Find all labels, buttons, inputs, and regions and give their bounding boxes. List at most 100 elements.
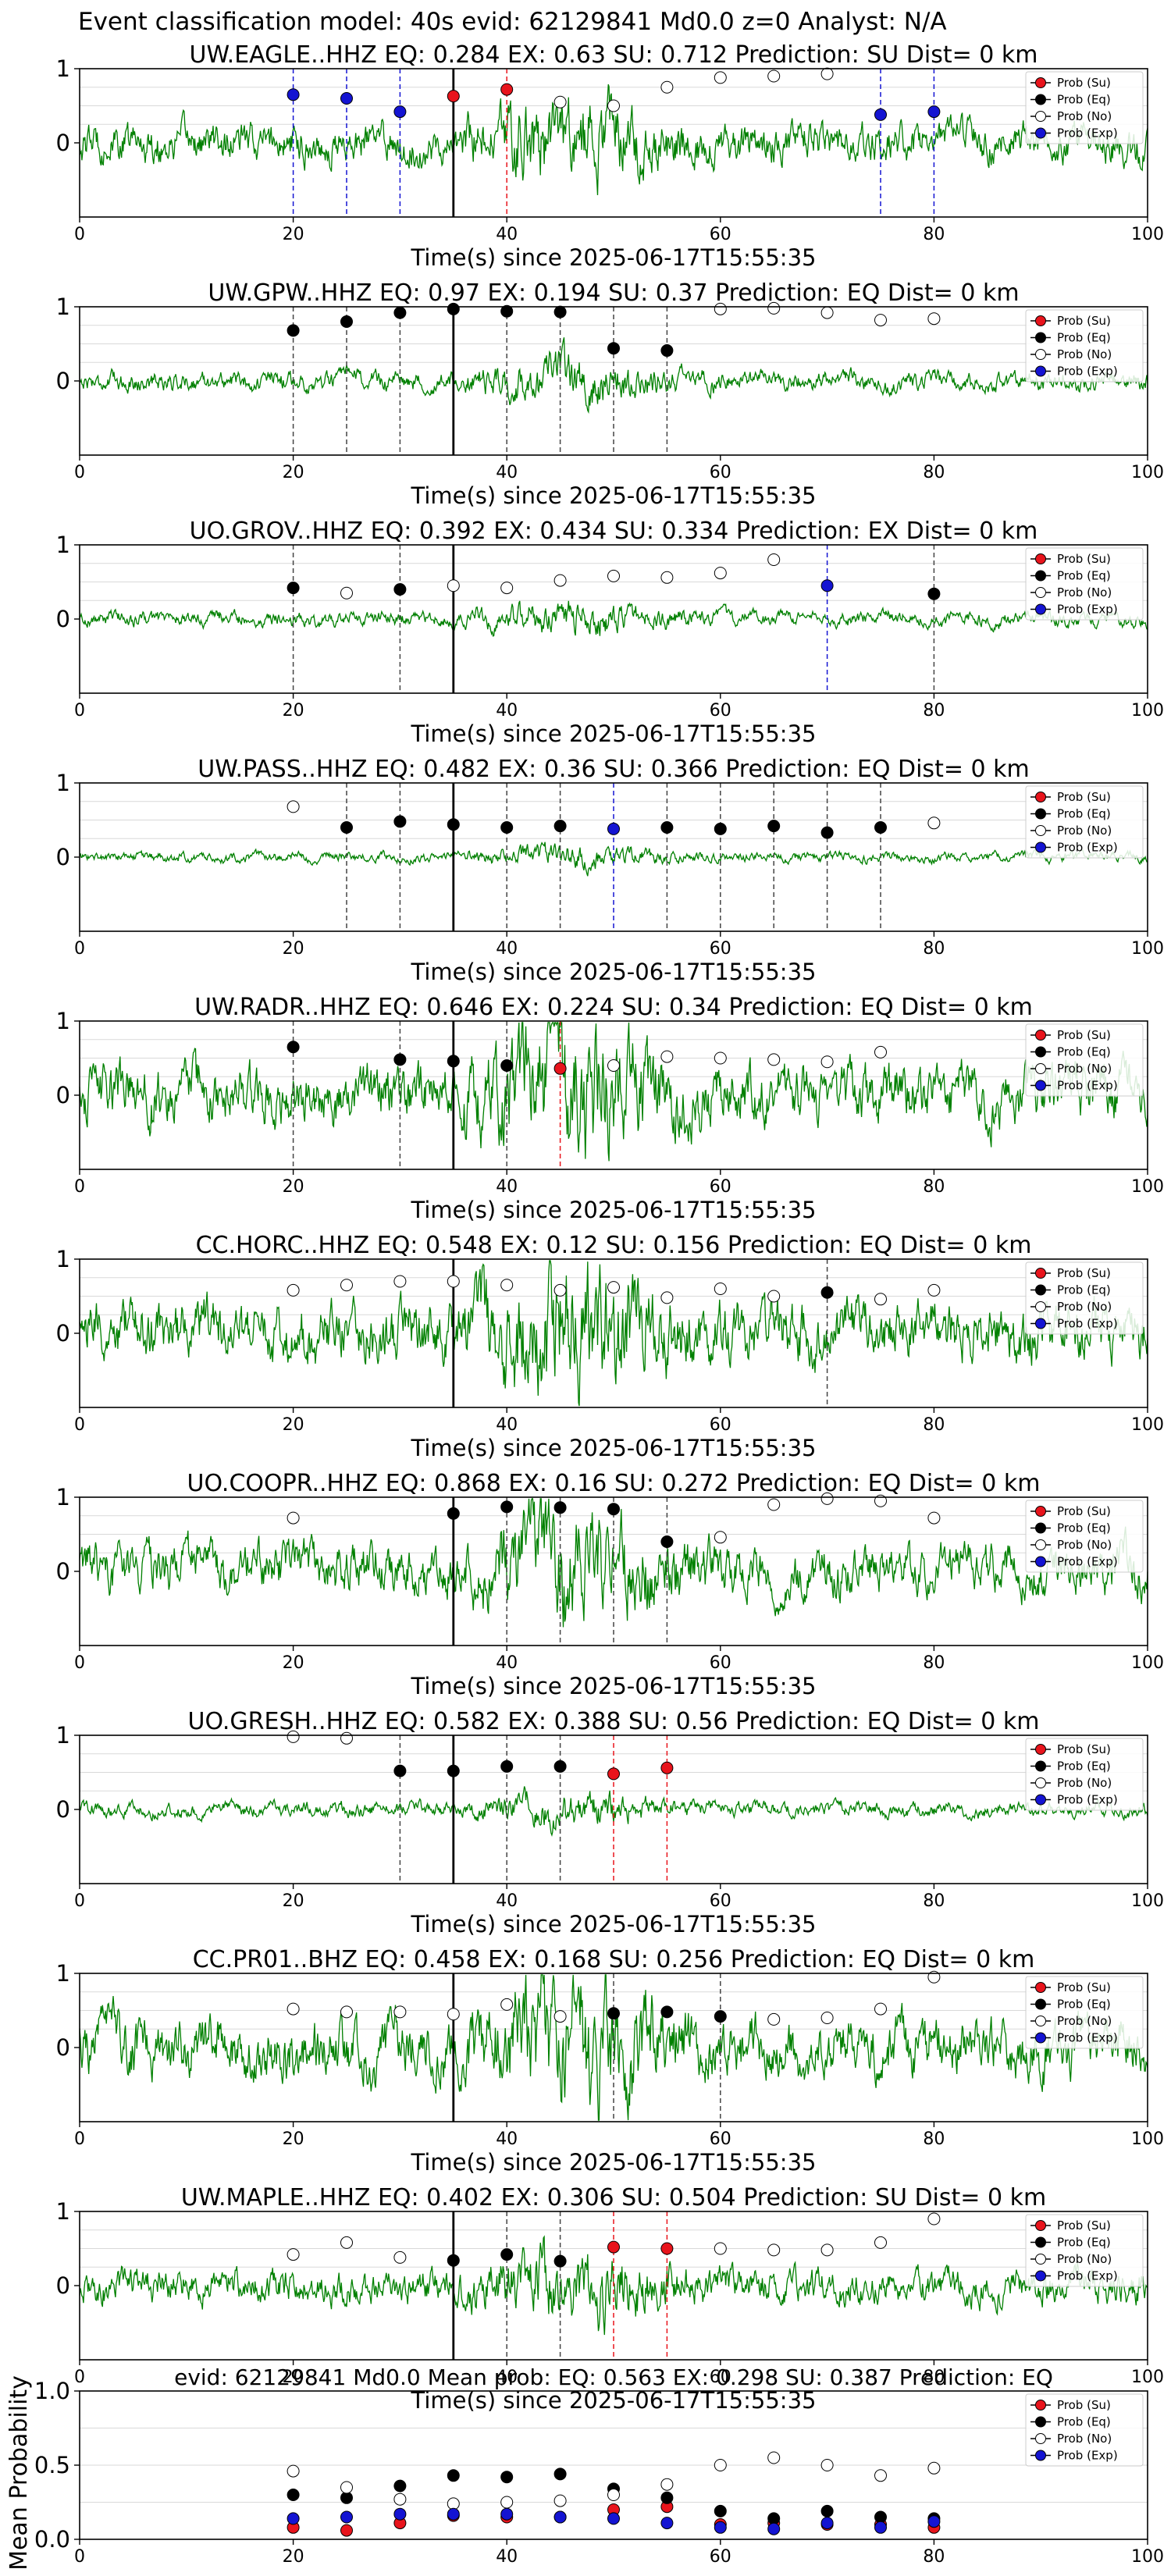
waveform-trace (79, 841, 1148, 877)
x-tick-label: 100 (1131, 2368, 1164, 2387)
legend-marker-exp (1035, 1318, 1046, 1329)
prob-point-no (714, 1531, 727, 1544)
prob-point-no (287, 800, 300, 813)
legend-marker-eq (1035, 1522, 1046, 1534)
legend-label: Prob (Exp) (1057, 1555, 1118, 1569)
x-axis-label: Time(s) since 2025-06-17T15:55:35 (411, 720, 817, 747)
legend-marker-su (1035, 1744, 1046, 1755)
prob-point-su (553, 1062, 567, 1075)
prob-point-su (660, 1761, 674, 1774)
prob-point-no (553, 2010, 567, 2023)
prob-point-eq (447, 1764, 460, 1777)
legend-label: Prob (Su) (1057, 2398, 1111, 2412)
x-tick-label: 80 (923, 2547, 945, 2567)
y-tick-label: 1.0 (34, 2378, 70, 2404)
prob-point-no (820, 1055, 834, 1069)
x-tick-label: 20 (283, 1415, 304, 1435)
x-axis-label: Time(s) since 2025-06-17T15:55:35 (411, 244, 817, 271)
x-tick-label: 100 (1131, 2547, 1164, 2567)
legend-marker-su (1035, 1268, 1046, 1279)
legend-marker-eq (1035, 1046, 1046, 1058)
legend-label: Prob (Eq) (1057, 1283, 1111, 1297)
x-tick-label: 80 (923, 2129, 945, 2149)
y-tick-label: 0 (56, 844, 70, 870)
legend-marker-eq (1035, 1760, 1046, 1772)
legend-label: Prob (Eq) (1057, 2415, 1111, 2429)
legend-label: Prob (Eq) (1057, 1759, 1111, 1774)
prob-point-eq (553, 1501, 567, 1514)
legend-box (1025, 2214, 1144, 2287)
prob-point-eq (927, 587, 941, 600)
prob-point-eq (393, 1053, 407, 1066)
x-tick-label: 20 (283, 2547, 304, 2567)
prob-point-no (767, 301, 781, 315)
x-axis-label: Time(s) since 2025-06-17T15:55:35 (411, 1435, 817, 1461)
legend-marker-exp (1035, 1080, 1046, 1091)
legend-label: Prob (No) (1057, 109, 1112, 123)
prob-point-eq (767, 820, 781, 833)
x-axis-label: Time(s) since 2025-06-17T15:55:35 (411, 1197, 817, 1223)
legend-marker-exp (1035, 841, 1046, 853)
prob-point-no (714, 1283, 727, 1295)
mean-point-no (393, 2492, 407, 2506)
axes-frame (79, 1020, 1148, 1170)
x-tick-label: 0 (74, 1177, 85, 1197)
prob-point-no (287, 1511, 300, 1525)
legend-box (1025, 2393, 1144, 2467)
prob-point-eq (393, 815, 407, 828)
prob-point-eq (820, 1286, 834, 1299)
legend-marker-su (1035, 1506, 1046, 1517)
legend-label: Prob (No) (1057, 2252, 1112, 2266)
mean-point-no (927, 2461, 941, 2475)
panel-title: UO.GRESH..HHZ EQ: 0.582 EX: 0.388 SU: 0.… (188, 1708, 1040, 1735)
legend-marker-eq (1035, 1284, 1046, 1296)
prob-point-eq (393, 1764, 407, 1777)
prob-point-exp (820, 579, 834, 592)
prob-point-eq (500, 304, 514, 318)
x-tick-label: 0 (74, 1891, 85, 1911)
mean-point-exp (287, 2512, 300, 2525)
prob-point-exp (607, 822, 620, 835)
prob-point-exp (287, 88, 300, 101)
legend-label: Prob (Eq) (1057, 93, 1111, 107)
x-tick-label: 20 (283, 225, 304, 244)
panel-title: CC.HORC..HHZ EQ: 0.548 EX: 0.12 SU: 0.15… (196, 1232, 1032, 1259)
panel-title: UW.GPW..HHZ EQ: 0.97 EX: 0.194 SU: 0.37 … (208, 279, 1019, 307)
prob-point-no (874, 1045, 887, 1059)
x-tick-label: 100 (1131, 225, 1164, 244)
prob-point-no (607, 1059, 620, 1072)
x-tick-label: 80 (923, 1177, 945, 1197)
prob-point-no (714, 1051, 727, 1065)
legend-marker-no (1035, 825, 1046, 836)
legend-marker-no (1035, 1777, 1046, 1788)
prob-point-no (287, 1730, 300, 1743)
mean-point-exp (767, 2522, 781, 2535)
legend-marker-exp (1035, 1556, 1046, 1567)
mean-point-eq (500, 2471, 514, 2484)
mean-point-exp (820, 2517, 834, 2530)
mean-point-exp (607, 2512, 620, 2525)
mean-point-no (607, 2489, 620, 2501)
panel-7: UO.COOPR..HHZ EQ: 0.868 EX: 0.16 SU: 0.2… (56, 1470, 1164, 1699)
prob-point-eq (660, 821, 674, 834)
legend-marker-no (1035, 1063, 1046, 1074)
mean-point-eq (393, 2479, 407, 2492)
prob-point-no (714, 71, 727, 84)
mean-point-eq (287, 2489, 300, 2501)
prob-point-eq (447, 302, 460, 315)
prob-point-no (607, 1281, 620, 1294)
prob-point-no (927, 1970, 941, 1984)
prob-point-eq (287, 324, 300, 337)
prob-point-no (660, 571, 674, 584)
legend-marker-exp (1035, 2270, 1046, 2282)
legend-marker-su (1035, 792, 1046, 802)
prob-point-eq (500, 1059, 514, 1072)
prob-point-no (393, 2005, 407, 2019)
prob-point-no (287, 2002, 300, 2016)
panel-title: evid: 62129841 Md0.0 Mean prob: EQ: 0.56… (174, 2364, 1053, 2390)
legend-label: Prob (Su) (1057, 1266, 1111, 1280)
legend-label: Prob (Su) (1057, 552, 1111, 566)
waveform-trace (79, 600, 1148, 637)
panel-4: UW.PASS..HHZ EQ: 0.482 EX: 0.36 SU: 0.36… (56, 756, 1164, 985)
x-tick-label: 20 (283, 1177, 304, 1197)
